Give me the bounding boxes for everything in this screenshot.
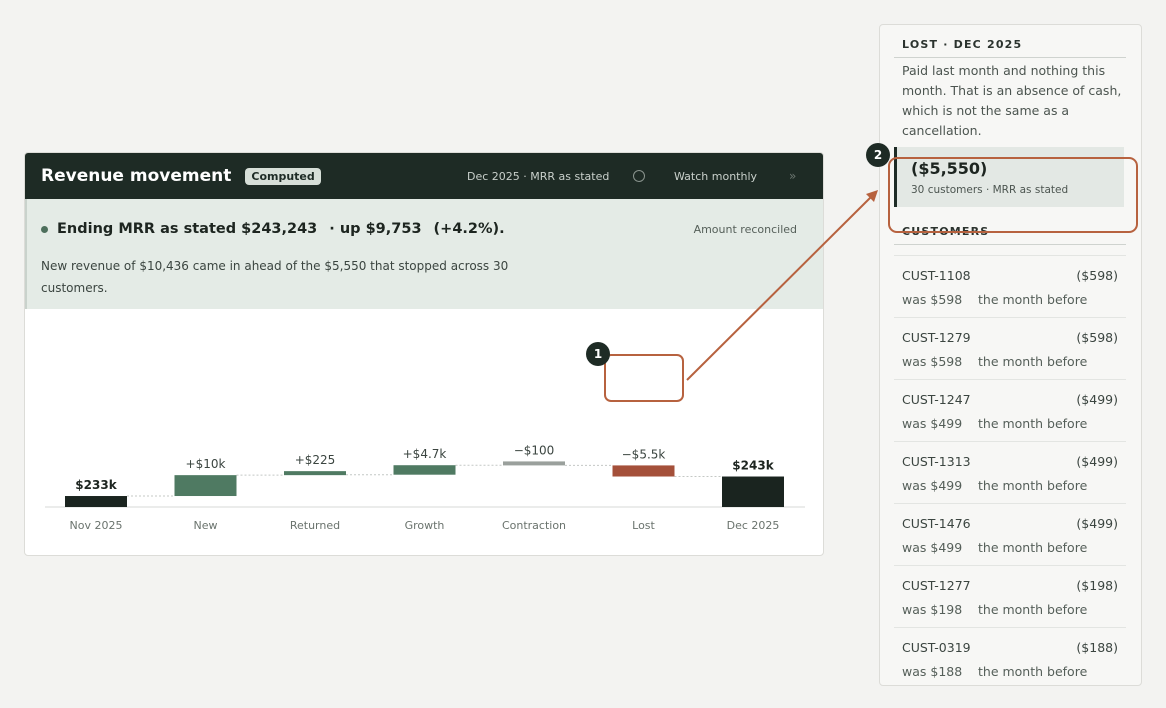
category-label: Returned — [290, 519, 340, 532]
category-label: Nov 2025 — [70, 519, 123, 532]
customer-id: CUST-1279 — [902, 330, 971, 345]
customer-previous: was $499 — [902, 478, 963, 493]
watch-monthly-button[interactable]: Watch monthly — [674, 169, 758, 183]
customer-id: CUST-1476 — [902, 516, 971, 531]
category-label: Lost — [632, 519, 655, 532]
customer-amount: ($198) — [1076, 578, 1118, 593]
customer-previous: was $198 — [902, 602, 963, 617]
card-title: Revenue movement — [41, 166, 232, 186]
lost-subtitle: 30 customers · MRR as stated — [911, 184, 1069, 196]
bar-contraction[interactable] — [503, 461, 565, 466]
customer-previous: was $499 — [902, 416, 963, 431]
marker-2: 2 — [866, 143, 890, 167]
lost-amount: ($5,550) — [911, 159, 988, 178]
lost-total-box[interactable]: ($5,550) 30 customers · MRR as stated — [894, 147, 1124, 207]
delta-text: · up $9,753 — [329, 221, 422, 237]
customer-amount: ($188) — [1076, 640, 1118, 655]
value-label: $243k — [732, 459, 774, 473]
panel-title: LOST · DEC 2025 — [902, 38, 1023, 51]
value-label: −$100 — [514, 443, 555, 457]
customer-row[interactable]: CUST-1279 ($598) was $598 the month before — [894, 317, 1126, 379]
customer-previous: was $188 — [902, 664, 963, 679]
customer-previous-note: the month before — [978, 416, 1088, 431]
bar-dec-2025[interactable] — [722, 476, 784, 507]
customer-previous: was $598 — [902, 292, 963, 307]
ending-mrr-text: Ending MRR as stated $243,243 — [57, 221, 318, 237]
customer-amount: ($499) — [1076, 392, 1118, 407]
bar-lost[interactable] — [612, 465, 675, 477]
status-dot-icon — [41, 225, 48, 233]
customer-previous-note: the month before — [978, 478, 1088, 493]
customer-previous: was $598 — [902, 354, 963, 369]
customer-previous-note: the month before — [978, 602, 1088, 617]
panel-description: Paid last month and nothing this month. … — [902, 63, 1122, 138]
summary-headline: Ending MRR as stated $243,243 · up $9,75… — [41, 221, 505, 237]
customers-heading: CUSTOMERS — [902, 225, 990, 238]
customer-row[interactable]: CUST-1476 ($499) was $499 the month before — [894, 503, 1126, 565]
customer-id: CUST-1247 — [902, 392, 971, 407]
value-label: +$10k — [186, 457, 226, 471]
customer-row[interactable]: CUST-0319 ($188) was $188 the month before — [894, 627, 1126, 685]
customer-row[interactable]: CUST-1247 ($499) was $499 the month before — [894, 379, 1126, 441]
customer-id: CUST-1108 — [902, 268, 971, 283]
pct-text: (+4.2%). — [433, 221, 505, 237]
category-label: Growth — [405, 519, 445, 532]
customer-row[interactable]: CUST-1277 ($198) was $198 the month before — [894, 565, 1126, 627]
marker-1: 1 — [586, 342, 610, 366]
value-label: +$225 — [295, 453, 336, 467]
value-label: $233k — [75, 478, 117, 492]
customer-amount: ($598) — [1076, 330, 1118, 345]
revenue-movement-card: Revenue movement Computed Dec 2025 · MRR… — [24, 152, 824, 556]
info-icon[interactable] — [633, 170, 645, 182]
computed-badge: Computed — [245, 167, 321, 185]
category-label: New — [194, 519, 218, 532]
category-label: Dec 2025 — [727, 519, 780, 532]
waterfall-chart: $233k Nov 2025 +$10k New +$225 Returned +$4.7k… — [25, 309, 823, 555]
bar-growth[interactable] — [393, 465, 456, 475]
customer-previous-note: the month before — [978, 540, 1088, 555]
customer-previous-note: the month before — [978, 292, 1088, 307]
customer-row[interactable]: CUST-1313 ($499) was $499 the month before — [894, 441, 1126, 503]
lost-detail-panel: LOST · DEC 2025 Paid last month and noth… — [879, 24, 1142, 686]
value-label: +$4.7k — [403, 447, 447, 461]
expand-arrow-icon[interactable]: » — [789, 169, 797, 183]
bar-new[interactable] — [174, 475, 237, 497]
customer-amount: ($499) — [1076, 516, 1118, 531]
waterfall-chart-svg: $233k Nov 2025 +$10k New +$225 Returned +$4.7k… — [45, 443, 805, 532]
card-header: Revenue movement Computed Dec 2025 · MRR… — [25, 153, 823, 199]
amount-reconciled-label: Amount reconciled — [693, 223, 797, 236]
customer-row[interactable]: CUST-1108 ($598) was $598 the month before — [894, 255, 1126, 317]
period-label: Dec 2025 · MRR as stated — [467, 169, 610, 183]
customer-id: CUST-1313 — [902, 454, 971, 469]
divider — [894, 244, 1126, 245]
customer-previous-note: the month before — [978, 354, 1088, 369]
connector-arrowhead — [866, 190, 878, 202]
customer-id: CUST-1277 — [902, 578, 971, 593]
bar-nov-2025[interactable] — [65, 496, 127, 507]
customer-previous-note: the month before — [978, 664, 1088, 679]
summary-description: New revenue of $10,436 came in ahead of … — [41, 259, 509, 295]
category-label: Contraction — [502, 519, 566, 532]
customer-previous: was $499 — [902, 540, 963, 555]
value-label: −$5.5k — [622, 447, 666, 461]
divider — [894, 57, 1126, 58]
customer-amount: ($499) — [1076, 454, 1118, 469]
customer-id: CUST-0319 — [902, 640, 971, 655]
customer-amount: ($598) — [1076, 268, 1118, 283]
summary-panel: Ending MRR as stated $243,243 · up $9,75… — [25, 199, 823, 309]
bar-returned[interactable] — [284, 471, 346, 476]
